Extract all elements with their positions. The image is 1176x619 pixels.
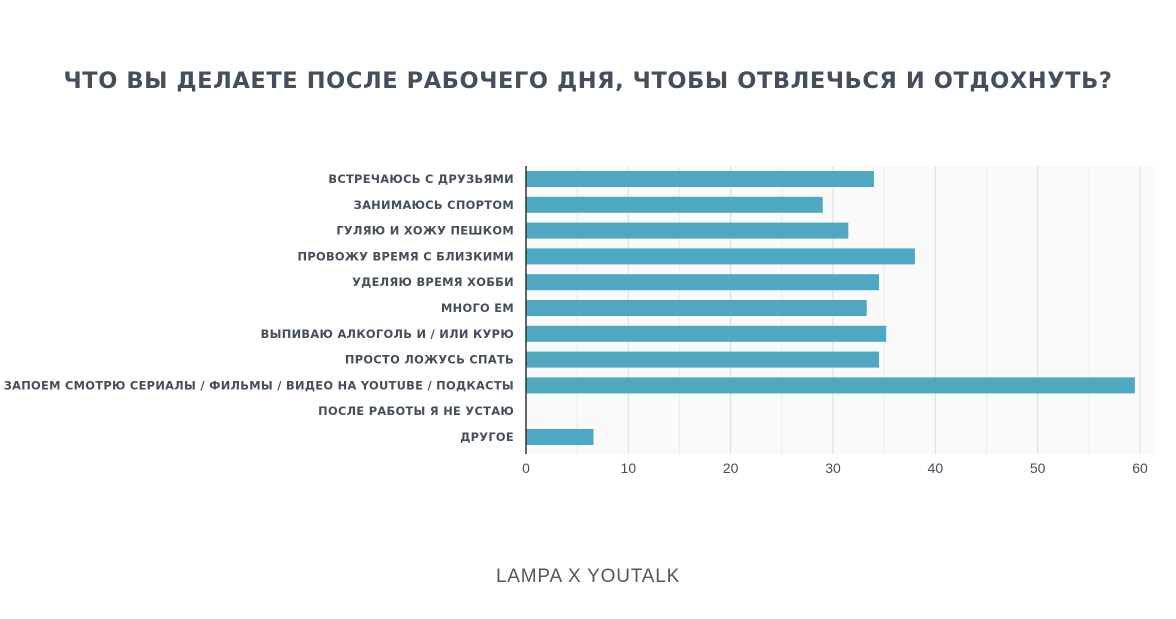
x-tick-label: 30 [825, 460, 841, 476]
bars [526, 171, 1135, 445]
category-label: ГУЛЯЮ И ХОЖУ ПЕШКОМ [336, 224, 514, 238]
bar [526, 171, 874, 187]
x-tick-label: 50 [1030, 460, 1046, 476]
bar [526, 196, 823, 213]
bar [526, 429, 594, 445]
category-label: ПРОВОЖУ ВРЕМЯ С БЛИЗКИМИ [297, 249, 514, 263]
x-tick-label: 20 [723, 460, 739, 476]
bar [526, 325, 887, 342]
bar [526, 377, 1135, 394]
category-label: ПРОСТО ЛОЖУСЬ СПАТЬ [345, 353, 514, 367]
category-label: УДЕЛЯЮ ВРЕМЯ ХОББИ [352, 275, 514, 289]
chart-title: ЧТО ВЫ ДЕЛАЕТЕ ПОСЛЕ РАБОЧЕГО ДНЯ, ЧТОБЫ… [63, 68, 1113, 94]
x-tick-labels: 0 10 20 30 40 50 60 [522, 460, 1148, 476]
bar [526, 351, 880, 368]
x-tick-label: 0 [522, 460, 530, 476]
category-labels: ВСТРЕЧАЮСЬ С ДРУЗЬЯМИ ЗАНИМАЮСЬ СПОРТОМ ГУ… [4, 172, 514, 444]
footer-brand: LAMPA X YOUTALK [495, 566, 681, 587]
category-label: МНОГО ЕМ [441, 301, 514, 315]
bar [526, 248, 915, 265]
bar [526, 300, 867, 316]
category-label: ВСТРЕЧАЮСЬ С ДРУЗЬЯМИ [328, 172, 514, 186]
category-label: ДРУГОЕ [460, 430, 514, 444]
x-tick-label: 40 [928, 460, 944, 476]
x-tick-label: 60 [1132, 460, 1148, 476]
x-tick-label: 10 [621, 460, 637, 476]
category-label: ПОСЛЕ РАБОТЫ Я НЕ УСТАЮ [318, 404, 514, 418]
bar [526, 222, 849, 239]
category-label: ВЫПИВАЮ АЛКОГОЛЬ И / ИЛИ КУРЮ [261, 327, 514, 341]
category-label: ЗАНИМАЮСЬ СПОРТОМ [354, 198, 514, 212]
category-label: ЗАПОЕМ СМОТРЮ СЕРИАЛЫ / ФИЛЬМЫ / ВИДЕО Н… [4, 378, 514, 392]
bar [526, 274, 880, 291]
